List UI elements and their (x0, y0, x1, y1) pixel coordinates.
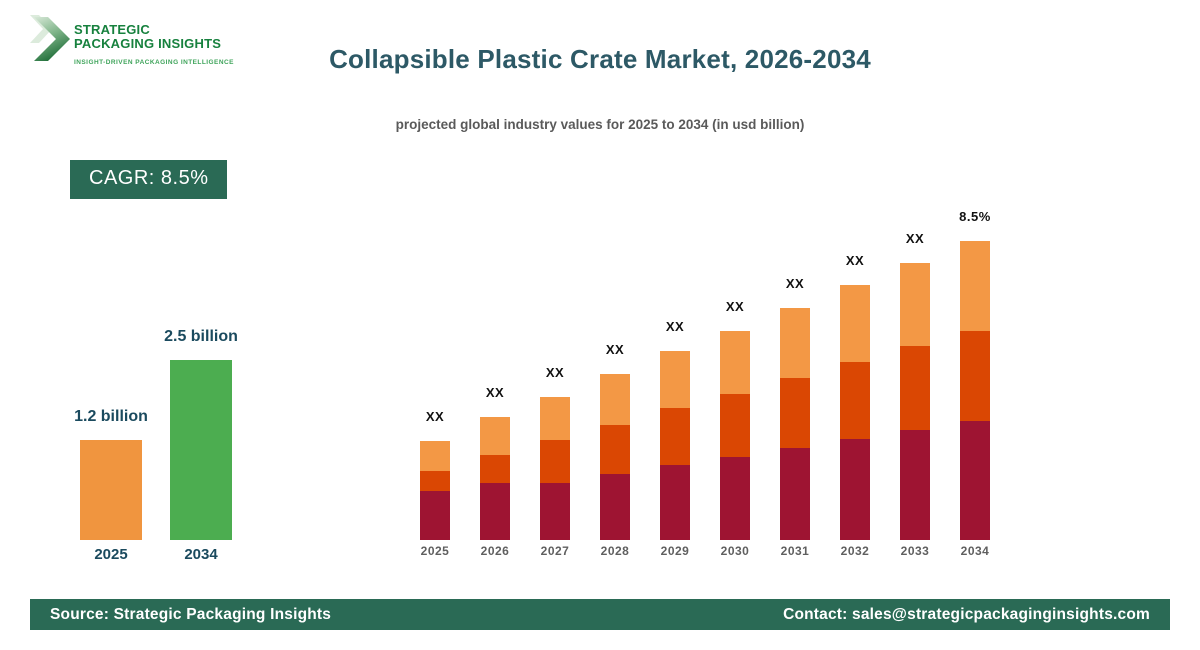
x-axis-label: 2032 (840, 544, 870, 558)
brand-logo-text: STRATEGIC PACKAGING INSIGHTS INSIGHT-DRI… (74, 10, 234, 67)
stacked-bar-2030 (720, 331, 750, 540)
brand-name-line1: STRATEGIC (74, 22, 150, 37)
bar-value-label: XX (485, 385, 505, 400)
top-segment (540, 397, 570, 440)
summary-value-label: 2.5 billion (164, 328, 238, 345)
footer-contact: Contact: sales@strategicpackaginginsight… (783, 605, 1150, 623)
brand-logo: STRATEGIC PACKAGING INSIGHTS INSIGHT-DRI… (30, 10, 234, 66)
bar-value-label: 8.5% (959, 209, 991, 224)
bottom-segment (960, 421, 990, 540)
stacked-bar-2026 (480, 417, 510, 540)
middle-segment (540, 440, 570, 483)
bar-value-label: XX (845, 253, 865, 268)
middle-segment (480, 455, 510, 483)
summary-value-label: 1.2 billion (74, 408, 148, 425)
stacked-bar-2032 (840, 285, 870, 540)
bar-value-label: XX (425, 409, 445, 424)
x-axis-label: 2029 (660, 544, 690, 558)
bottom-segment (780, 448, 810, 540)
middle-segment (660, 408, 690, 465)
bar-value-label: XX (905, 231, 925, 246)
bottom-segment (720, 457, 750, 540)
bar-value-label: XX (785, 276, 805, 291)
x-axis-label: 2030 (720, 544, 750, 558)
top-segment (600, 374, 630, 425)
bar-value-label: XX (665, 319, 685, 334)
page-subtitle: projected global industry values for 202… (395, 117, 805, 132)
x-axis-label: 2033 (900, 544, 930, 558)
x-axis-label: 2028 (600, 544, 630, 558)
footer-bar: Source: Strategic Packaging Insights Con… (30, 599, 1170, 630)
brand-tagline: INSIGHT-DRIVEN PACKAGING INTELLIGENCE (74, 59, 234, 66)
bottom-segment (480, 483, 510, 540)
middle-segment (960, 331, 990, 421)
main-stacked-chart: XX 2025 XX 2026 XX 2027 XX 2028 XX 2029 XX 2030 XX 20… (405, 200, 1017, 565)
summary-x-axis-label: 2034 (184, 546, 218, 563)
bar-value-label: XX (605, 342, 625, 357)
middle-segment (600, 425, 630, 474)
top-segment (960, 241, 990, 331)
bottom-segment (840, 439, 870, 540)
stacked-bar-2034 (960, 241, 990, 540)
footer-source: Source: Strategic Packaging Insights (50, 605, 332, 623)
middle-segment (720, 394, 750, 457)
brand-chevron-icon (30, 15, 70, 61)
page-title: Collapsible Plastic Crate Market, 2026-2… (329, 44, 871, 74)
middle-segment (780, 378, 810, 448)
brand-name-line2: PACKAGING INSIGHTS (74, 36, 222, 51)
cagr-badge: CAGR: 8.5% (70, 160, 228, 199)
top-segment (720, 331, 750, 394)
stacked-bar-2029 (660, 351, 690, 540)
growth-summary-chart: 1.2 billion 2025 2.5 billion 2034 (70, 320, 250, 565)
summary-x-axis-label: 2025 (94, 546, 128, 563)
stacked-bar-2028 (600, 374, 630, 540)
x-axis-label: 2031 (780, 544, 810, 558)
stacked-bar-2027 (540, 397, 570, 540)
bottom-segment (660, 465, 690, 540)
bottom-segment (540, 483, 570, 540)
top-segment (660, 351, 690, 408)
bar-value-label: XX (545, 365, 565, 380)
bottom-segment (420, 491, 450, 540)
top-segment (900, 263, 930, 346)
top-segment (780, 308, 810, 378)
bottom-segment (600, 474, 630, 540)
x-axis-label: 2025 (420, 544, 450, 558)
bar-value-label: XX (725, 299, 745, 314)
top-segment (480, 417, 510, 455)
bottom-segment (900, 430, 930, 540)
middle-segment (840, 362, 870, 439)
x-axis-label: 2034 (960, 544, 990, 558)
x-axis-label: 2027 (540, 544, 570, 558)
stacked-bar-2031 (780, 308, 810, 540)
summary-bar-2025 (80, 440, 142, 540)
summary-bar-2034 (170, 360, 232, 540)
top-segment (840, 285, 870, 362)
x-axis-label: 2026 (480, 544, 510, 558)
middle-segment (900, 346, 930, 430)
stacked-bar-2033 (900, 263, 930, 540)
top-segment (420, 441, 450, 471)
stacked-bar-2025 (420, 441, 450, 540)
middle-segment (420, 471, 450, 491)
